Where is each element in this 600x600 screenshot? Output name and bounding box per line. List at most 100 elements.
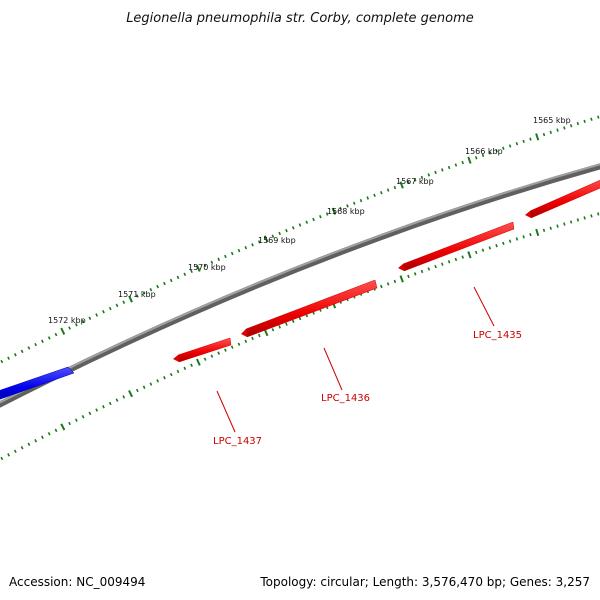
inner-ring-minor-tick [13,449,17,453]
inner-ring-minor-tick [569,220,573,224]
outer-ring-minor-tick [156,284,160,289]
inner-ring-minor-tick [135,388,139,393]
outer-ring-minor-tick [244,245,248,250]
outer-ring-minor-tick [122,300,126,304]
inner-ring-minor-tick [257,333,261,338]
inner-ring-minor-tick [271,328,275,332]
outer-ring-major-tick [263,235,269,243]
inner-ring-minor-tick [237,342,241,346]
inner-ring-minor-tick [488,246,492,250]
outer-ring-major-tick [128,295,133,303]
outer-ring-minor-tick [163,281,166,286]
gene-lpc-1436[interactable] [241,279,378,338]
outer-ring-minor-tick [88,316,92,320]
inner-ring-minor-tick [583,216,586,220]
outer-ring-minor-tick [576,121,580,126]
outer-ring-minor-tick [352,201,356,205]
inner-ring-minor-tick [590,214,593,218]
inner-ring-minor-tick [0,456,4,461]
inner-ring-minor-tick [230,345,234,349]
outer-tick-ring [0,115,600,364]
outer-ring-major-tick [467,156,472,164]
outer-ring-minor-tick [285,228,288,233]
inner-ring-minor-tick [190,363,193,367]
outer-ring-minor-tick [81,319,85,324]
outer-ring-minor-tick [169,278,173,283]
outer-ring-minor-tick [522,139,525,144]
outer-ring-minor-tick [20,349,24,354]
outer-ring-minor-tick [115,303,119,308]
gene-lpc-1435[interactable] [398,221,515,272]
outer-ring-minor-tick [278,231,281,236]
inner-ring-minor-tick [244,339,248,344]
outer-ring-minor-tick [447,165,451,170]
tick-label-1565: 1565 kbp [533,116,571,125]
outer-ring-minor-tick [305,220,309,224]
inner-ring-minor-tick [481,248,485,252]
outer-ring-minor-tick [224,254,227,259]
map-title: Legionella pneumophila str. Corby, compl… [126,11,474,26]
inner-ring-minor-tick [508,239,512,243]
inner-ring-minor-tick [176,369,180,374]
inner-ring-minor-tick [447,260,451,264]
gene-forward-blue[interactable] [0,366,75,401]
inner-ring-minor-tick [461,255,464,259]
inner-ring-minor-tick [47,432,51,436]
inner-ring-minor-tick [68,421,71,426]
tick-label-1570: 1570 kbp [188,263,226,272]
outer-ring-minor-tick [393,185,397,190]
outer-ring-minor-tick [373,193,376,197]
inner-ring-minor-tick [142,385,146,389]
inner-ring-minor-tick [529,232,532,237]
outer-ring-minor-tick [54,332,58,337]
inner-ring-minor-tick [34,439,38,443]
gene-right-edge[interactable] [525,178,600,219]
outer-ring-minor-tick [420,175,424,180]
outer-ring-minor-tick [176,275,180,280]
inner-ring-minor-tick [54,428,58,433]
inner-ring-minor-tick [291,319,295,323]
outer-ring-minor-tick [481,153,485,158]
outer-ring-minor-tick [7,356,10,360]
outer-ring-major-tick [331,207,337,215]
inner-ring-minor-tick [81,415,85,419]
genome-summary-text: Topology: circular; Length: 3,576,470 bp… [259,575,590,589]
inner-ring-major-tick [263,328,269,337]
inner-ring-minor-tick [549,226,552,230]
inner-ring-major-tick [467,251,472,259]
inner-ring-minor-tick [515,237,519,241]
outer-ring-minor-tick [34,342,38,347]
outer-ring-minor-tick [230,251,234,256]
outer-ring-minor-tick [434,170,437,175]
outer-ring-minor-tick [68,326,71,330]
gene-label-lpc-1435: LPC_1435 [473,330,522,341]
outer-ring-minor-tick [0,359,4,364]
outer-ring-minor-tick [413,178,417,182]
outer-ring-minor-tick [583,119,586,124]
genome-backbone [0,163,600,408]
outer-ring-minor-tick [339,206,342,211]
outer-ring-minor-tick [597,115,600,119]
tick-label-1572: 1572 kbp [48,316,86,325]
outer-ring-minor-tick [325,212,329,216]
inner-ring-minor-tick [169,372,173,377]
inner-ring-minor-tick [441,262,444,266]
tick-label-1566: 1566 kbp [465,147,503,156]
inner-ring-minor-tick [278,325,281,329]
inner-ring-minor-tick [413,272,417,276]
inner-ring-minor-tick [88,411,92,416]
tick-label-1571: 1571 kbp [118,290,156,299]
gene-lpc-1437[interactable] [173,337,232,363]
tick-label-1568: 1568 kbp [327,207,365,216]
outer-ring-minor-tick [502,146,505,151]
outer-ring-minor-tick [542,132,546,137]
gene-label-lpc-1437: LPC_1437 [213,436,262,447]
inner-ring-minor-tick [502,241,505,246]
inner-ring-minor-tick [251,336,254,341]
outer-ring-minor-tick [135,294,139,298]
inner-ring-minor-tick [203,357,207,361]
inner-ring-minor-tick [380,284,383,289]
inner-ring-major-tick [60,423,66,431]
inner-ring-minor-tick [156,379,160,383]
